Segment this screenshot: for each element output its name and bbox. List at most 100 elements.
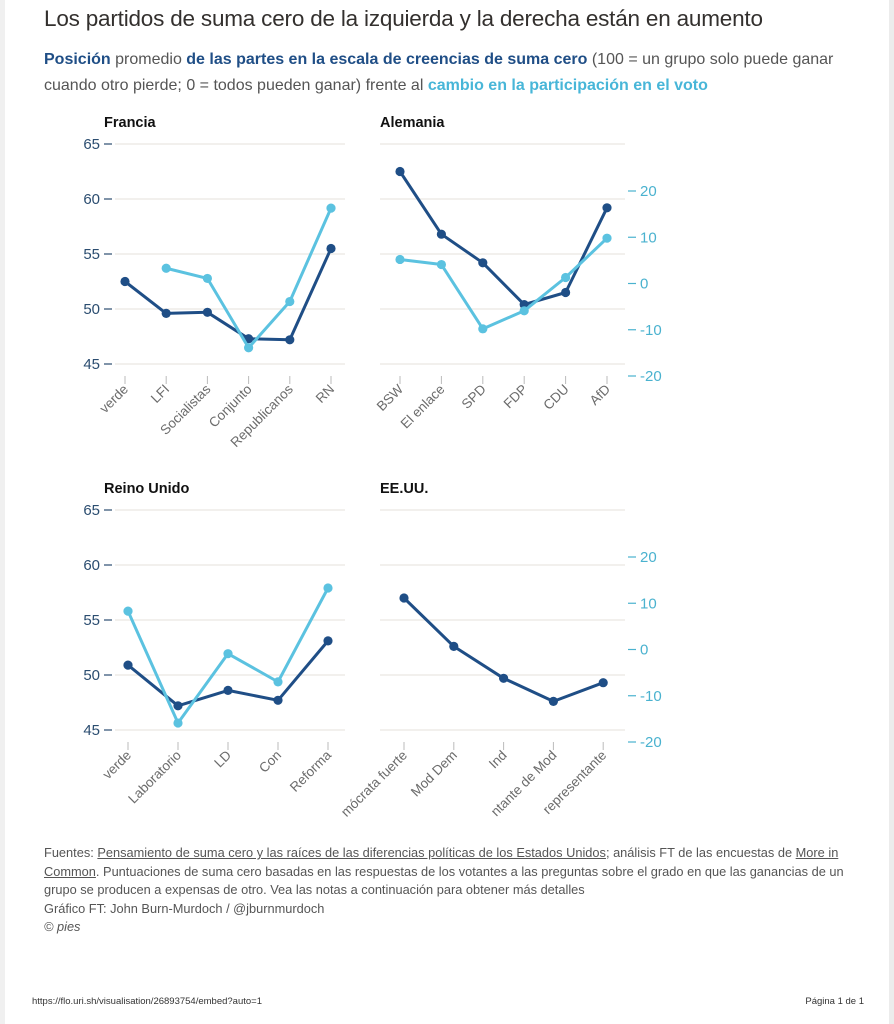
left-axis-tick-label: 65 xyxy=(83,502,100,519)
page-number: Página 1 de 1 xyxy=(805,996,864,1007)
chart-title: Los partidos de suma cero de la izquierd… xyxy=(44,6,763,31)
source-link-more-in-common[interactable]: More in Common xyxy=(44,845,839,879)
right-axis-tick-label: 20 xyxy=(640,549,657,566)
right-axis-tick-label: -10 xyxy=(640,322,662,339)
chart-subtitle: Posición promedio de las partes en la es… xyxy=(44,47,844,99)
left-axis-tick-label: 60 xyxy=(83,191,100,208)
turnout-data-point[interactable] xyxy=(561,272,571,283)
position-data-point[interactable] xyxy=(561,287,571,298)
x-axis-label: LD xyxy=(211,747,234,770)
position-series-line xyxy=(398,170,609,307)
x-axis-label: mócrata fuerte xyxy=(338,748,410,820)
x-axis-label: FDP xyxy=(501,382,531,412)
turnout-data-point[interactable] xyxy=(123,606,133,616)
position-data-point[interactable] xyxy=(285,335,295,345)
x-axis-label: verde xyxy=(97,382,131,416)
page-edge-left xyxy=(0,0,5,1024)
left-axis-tick-label: 50 xyxy=(83,667,100,684)
subtitle-position-key: Posición xyxy=(44,51,111,68)
left-axis-tick-label: 60 xyxy=(83,557,100,574)
panel-title: Francia xyxy=(104,115,157,131)
turnout-data-point[interactable] xyxy=(478,324,488,334)
x-axis-label: BSW xyxy=(374,381,407,414)
x-axis-label: LFI xyxy=(148,382,172,406)
turnout-series-line xyxy=(164,206,333,350)
position-data-point[interactable] xyxy=(202,307,212,317)
position-data-point[interactable] xyxy=(323,636,333,646)
position-data-point[interactable] xyxy=(120,276,130,287)
position-data-point[interactable] xyxy=(173,701,183,711)
left-axis-tick-label: 45 xyxy=(83,722,100,739)
right-axis-tick-label: -20 xyxy=(640,734,662,751)
right-axis-tick-label: -20 xyxy=(640,368,662,385)
position-data-point[interactable] xyxy=(161,308,171,318)
position-data-point[interactable] xyxy=(326,243,336,254)
position-data-point[interactable] xyxy=(602,203,612,213)
left-axis-tick-label: 50 xyxy=(83,301,100,318)
credit-text: Gráfico FT: John Burn-Murdoch / @jburnmu… xyxy=(44,900,325,916)
right-axis-tick-label: 10 xyxy=(640,595,657,612)
turnout-data-point[interactable] xyxy=(202,273,212,284)
right-axis-tick-label: 20 xyxy=(640,183,657,200)
chart-footer: Fuentes: Pensamiento de suma cero y las … xyxy=(44,844,864,937)
position-data-point[interactable] xyxy=(273,695,283,705)
left-axis-tick-label: 45 xyxy=(83,356,100,373)
turnout-data-point[interactable] xyxy=(244,343,254,353)
notes-text: . Puntuaciones de suma cero basadas en l… xyxy=(44,863,844,898)
subtitle-text-2: (100 = un grupo solo puede ganar cuando … xyxy=(44,51,834,94)
x-axis-label: verde xyxy=(100,748,134,782)
right-axis-tick-label: 10 xyxy=(640,229,657,246)
subtitle-turnout-key: cambio en la participación en el voto xyxy=(427,77,708,94)
turnout-data-point[interactable] xyxy=(173,718,183,728)
turnout-data-point[interactable] xyxy=(161,263,171,273)
subtitle-text: promedio xyxy=(110,51,187,68)
position-data-point[interactable] xyxy=(598,678,608,688)
turnout-series-line xyxy=(398,236,609,331)
left-axis-tick-label: 65 xyxy=(83,136,100,153)
turnout-data-point[interactable] xyxy=(519,306,529,316)
position-data-point[interactable] xyxy=(395,166,405,177)
turnout-data-point[interactable] xyxy=(326,203,336,213)
left-axis-tick-label: 55 xyxy=(83,612,100,629)
print-url: https://flo.uri.sh/visualisation/2689375… xyxy=(32,996,263,1007)
x-axis-label: Ind xyxy=(486,748,510,772)
position-data-point[interactable] xyxy=(223,685,233,696)
sources-label: Fuentes: xyxy=(44,845,98,860)
turnout-data-point[interactable] xyxy=(602,233,612,243)
position-data-point[interactable] xyxy=(123,660,133,670)
position-data-point[interactable] xyxy=(499,673,509,683)
position-data-point[interactable] xyxy=(478,258,488,268)
x-axis-label: El enlace xyxy=(398,382,448,432)
position-series-line xyxy=(123,247,333,342)
page-edge-right xyxy=(889,0,894,1024)
subtitle-scale-key: de las partes en la escala de creencias … xyxy=(186,51,588,68)
source-link-zero-sum[interactable]: Pensamiento de suma cero y las raíces de… xyxy=(97,845,606,860)
turnout-data-point[interactable] xyxy=(395,254,405,265)
right-axis-tick-label: 0 xyxy=(640,276,648,293)
turnout-data-point[interactable] xyxy=(223,649,233,659)
copyright-text: © pies xyxy=(44,919,81,934)
right-axis-tick-label: -10 xyxy=(640,688,662,705)
position-data-point[interactable] xyxy=(399,593,409,603)
panel-title: Alemania xyxy=(380,115,445,131)
position-data-point[interactable] xyxy=(449,641,459,652)
position-data-point[interactable] xyxy=(436,229,446,239)
turnout-data-point[interactable] xyxy=(285,296,295,307)
x-axis-label: Con xyxy=(256,748,284,776)
x-axis-label: Laboratorio xyxy=(125,748,184,807)
panel-title: Reino Unido xyxy=(104,481,190,497)
turnout-data-point[interactable] xyxy=(436,259,446,270)
turnout-data-point[interactable] xyxy=(323,583,333,593)
position-data-point[interactable] xyxy=(548,696,559,707)
turnout-data-point[interactable] xyxy=(273,677,283,687)
x-axis-label: SPD xyxy=(459,381,489,411)
x-axis-label: RN xyxy=(313,382,337,406)
